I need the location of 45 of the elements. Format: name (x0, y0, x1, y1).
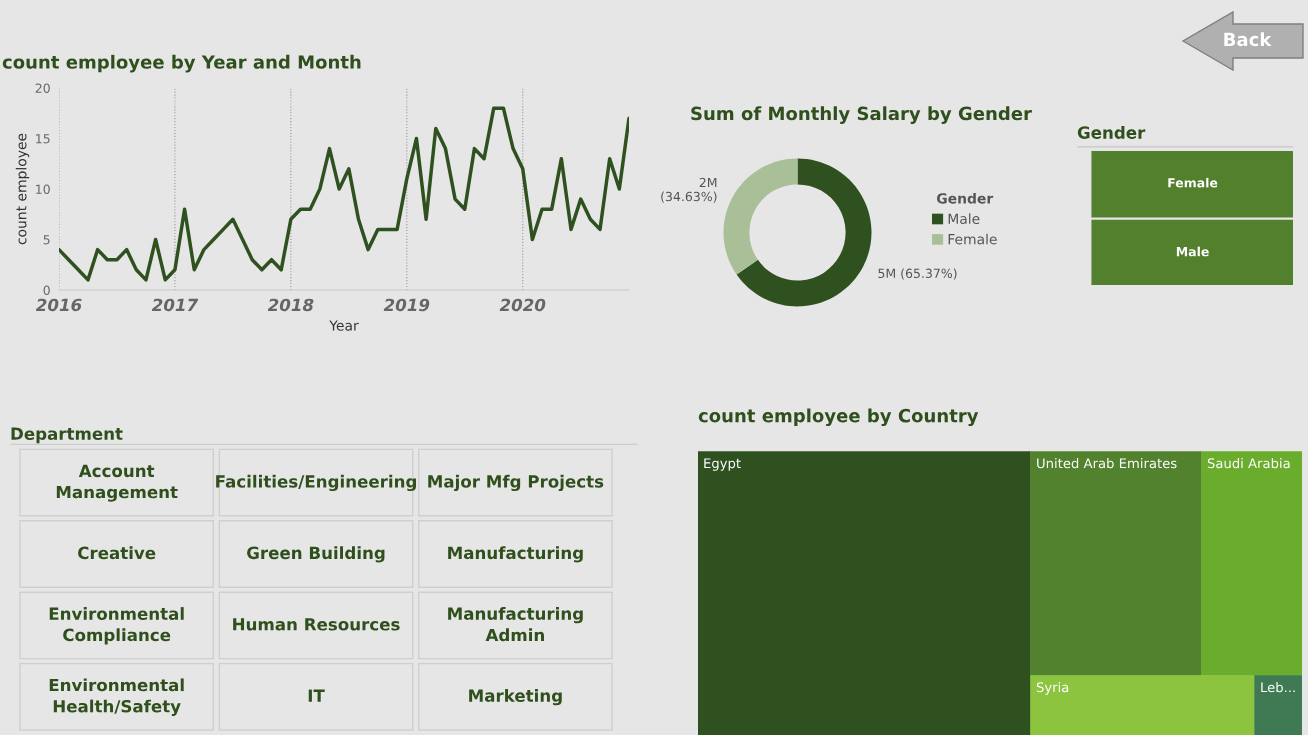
x-tick-label: 2019 (383, 298, 430, 312)
legend-title: Gender (936, 192, 994, 204)
y-tick-label: 0 (43, 285, 50, 295)
category-label: Facilities/Engineering (216, 474, 416, 492)
y-tick-label: 20 (35, 83, 50, 93)
category-label: Manufacturing Admin (448, 607, 583, 642)
data-label: 2M (34.63%) (661, 177, 717, 203)
category-label: Manufacturing (448, 546, 583, 563)
y-tick-label: 15 (36, 134, 50, 144)
legend-label: Male (948, 213, 980, 225)
category-label: Male (1176, 246, 1209, 257)
x-tick-label: 2018 (267, 298, 314, 312)
chart-title: count employee by Year and Month (2, 54, 361, 73)
category-label: Saudi Arabia (1207, 458, 1290, 469)
category-label: Syria (1036, 682, 1069, 695)
y-tick-label: 5 (43, 235, 50, 245)
text: count employee by Country (698, 408, 979, 427)
category-label: Environmental Compliance (49, 607, 184, 645)
legend-label: Female (948, 233, 997, 245)
category-label: Marketing (469, 689, 562, 706)
category-label: Leb... (1261, 682, 1295, 693)
category-label: Green Building (247, 546, 385, 563)
category-label: IT (308, 689, 325, 702)
x-tick-label: 2016 (35, 298, 82, 312)
category-label: Environmental Health/Safety (49, 678, 184, 716)
chart-title: Sum of Monthly Salary by Gender (691, 106, 1032, 124)
data-label: 5M (65.37%) (878, 268, 957, 280)
y-axis-title: count employee (15, 133, 30, 245)
x-tick-label: 2020 (499, 298, 546, 312)
text: Gender (1077, 125, 1146, 139)
text: Department (11, 427, 123, 444)
y-tick-label: 10 (36, 184, 50, 194)
category-label: Egypt (704, 458, 741, 471)
category-label: Creative (78, 546, 156, 560)
x-tick-label: 2017 (151, 298, 199, 312)
line-series (59, 106, 629, 282)
category-label: Female (1168, 177, 1218, 188)
category-label: Account Management (56, 464, 178, 502)
category-label: Human Resources (233, 618, 400, 631)
x-axis-title: Year (329, 320, 359, 331)
category-label: Major Mfg Projects (428, 474, 604, 492)
text: Back (1224, 32, 1272, 47)
donut-slice (736, 158, 872, 307)
category-label: United Arab Emirates (1037, 458, 1177, 469)
donut-slice (723, 158, 798, 275)
